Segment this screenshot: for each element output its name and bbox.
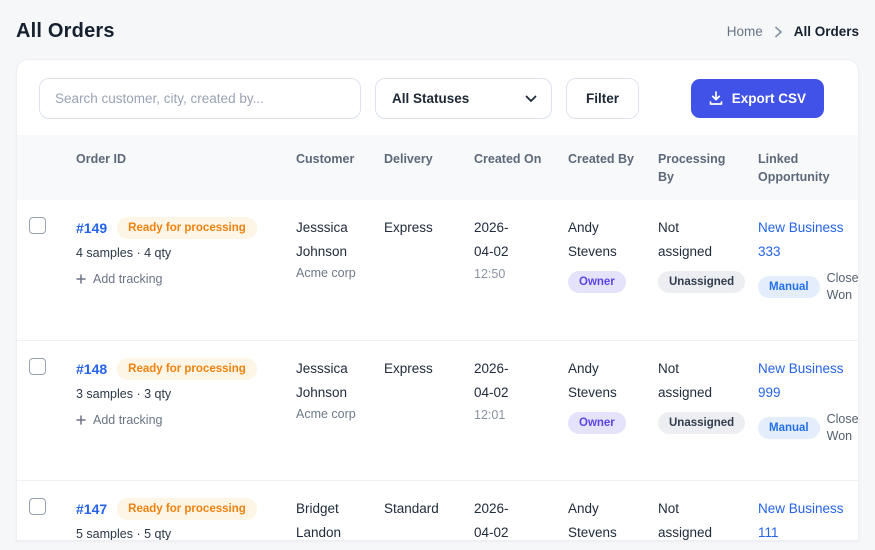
add-tracking-label: Add tracking (93, 272, 163, 286)
breadcrumb-home-link[interactable]: Home (726, 24, 763, 39)
opportunity-link[interactable]: New Business 333 (758, 220, 844, 259)
manual-badge: Manual (758, 276, 820, 298)
add-tracking-label: Add tracking (93, 412, 163, 427)
opportunity-link[interactable]: New Business 111 (758, 500, 844, 540)
created-time: 12:50 (474, 267, 506, 281)
created-by-name: Andy Stevens (568, 220, 617, 259)
orders-card: All Statuses Filter Export CSV Order ID … (16, 59, 859, 541)
created-date: 2026-04-02 (474, 360, 509, 400)
customer-company: Acme corp (296, 406, 356, 421)
customer-name: Jesssica Johnson (296, 360, 348, 400)
export-csv-button[interactable]: Export CSV (690, 79, 824, 118)
header-delivery: Delivery (374, 135, 464, 200)
header-order-id: Order ID (61, 135, 286, 200)
header-checkbox-cell (17, 135, 61, 200)
header-customer: Customer (286, 135, 374, 200)
row-checkbox[interactable] (29, 217, 46, 234)
row-checkbox[interactable] (29, 497, 46, 515)
breadcrumb: Home All Orders (727, 24, 859, 39)
export-csv-label: Export CSV (731, 91, 806, 106)
chevron-down-icon (525, 95, 537, 103)
status-badge: Ready for processing (117, 217, 257, 239)
delivery-type: Express (384, 360, 433, 376)
processing-by: Not assigned (658, 500, 713, 540)
owner-badge: Owner (568, 411, 626, 434)
table-row: #147 Ready for processing 5 samples · 5 … (17, 479, 858, 541)
unassigned-badge: Unassigned (658, 411, 746, 434)
header-created-on: Created On (464, 135, 558, 200)
table-row: #149 Ready for processing 4 samples · 4 … (17, 200, 858, 340)
processing-by: Not assigned (658, 360, 713, 400)
header-linked-opportunity: Linked Opportunity (748, 135, 858, 200)
table-row: #148 Ready for processing 3 samples · 3 … (17, 339, 859, 480)
row-checkbox[interactable] (29, 357, 46, 375)
manual-badge: Manual (758, 416, 820, 439)
filter-button[interactable]: Filter (566, 78, 640, 119)
order-id-link[interactable]: #148 (76, 360, 108, 377)
order-id-link[interactable]: #147 (76, 500, 108, 517)
add-tracking-button[interactable]: Add tracking (76, 271, 280, 287)
unassigned-badge: Unassigned (658, 271, 746, 293)
delivery-type: Standard (384, 500, 439, 516)
processing-by: Not assigned (658, 220, 713, 259)
samples-summary: 4 samples · 4 qty (76, 246, 172, 260)
customer-company: Acme corp (296, 266, 356, 280)
breadcrumb-current: All Orders (793, 24, 859, 39)
table-toolbar: All Statuses Filter Export CSV (17, 60, 858, 135)
customer-name: Bridget Landon (296, 500, 342, 540)
opportunity-status: Closed Won (826, 271, 859, 302)
opportunity-link[interactable]: New Business 999 (758, 360, 844, 400)
download-icon (709, 91, 723, 106)
top-bar: All Orders Home All Orders (0, 0, 875, 59)
created-by-name: Andy Stevens (568, 360, 617, 400)
delivery-type: Express (384, 220, 433, 235)
opportunity-status: Closed Won (826, 411, 859, 443)
orders-table: Order ID Customer Delivery Created On Cr… (17, 135, 859, 541)
chevron-right-icon (774, 26, 783, 38)
created-date: 2026-04-02 (474, 220, 509, 259)
created-date: 2026-04-02 (474, 500, 509, 540)
add-tracking-button[interactable]: Add tracking (76, 412, 280, 428)
status-filter-value: All Statuses (392, 91, 470, 106)
header-created-by: Created By (558, 135, 648, 200)
status-badge: Ready for processing (117, 357, 257, 380)
customer-name: Jesssica Johnson (296, 220, 348, 259)
samples-summary: 3 samples · 3 qty (76, 386, 172, 401)
table-header-row: Order ID Customer Delivery Created On Cr… (17, 135, 858, 200)
header-processing-by: Processing By (648, 135, 748, 200)
owner-badge: Owner (568, 271, 626, 293)
created-time: 12:01 (474, 407, 506, 422)
plus-icon (76, 274, 86, 284)
status-badge: Ready for processing (117, 497, 257, 520)
samples-summary: 5 samples · 5 qty (76, 526, 172, 541)
order-id-link[interactable]: #149 (76, 220, 108, 236)
status-filter-select[interactable]: All Statuses (375, 78, 552, 119)
search-input[interactable] (39, 78, 361, 119)
plus-icon (76, 414, 86, 425)
page-title: All Orders (16, 20, 115, 42)
created-by-name: Andy Stevens (568, 500, 617, 540)
